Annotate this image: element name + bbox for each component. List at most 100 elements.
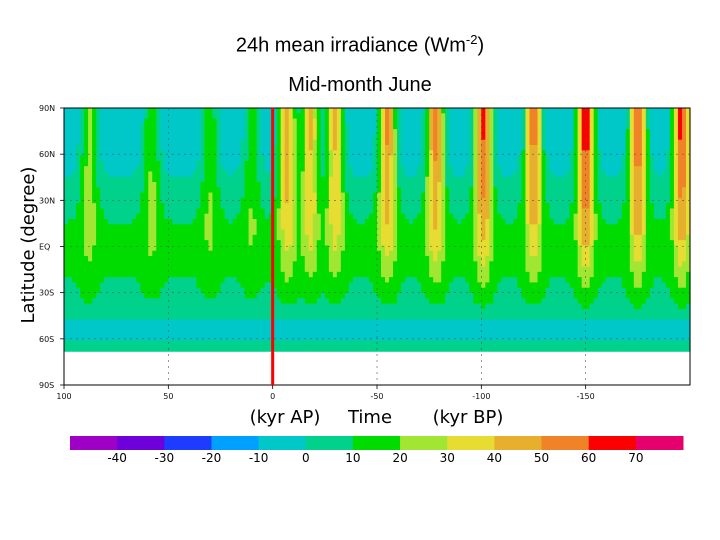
heatmap-cell: [196, 256, 202, 262]
heatmap-cell: [184, 208, 189, 215]
heatmap-cell: [417, 219, 422, 225]
heatmap-cell: [312, 345, 318, 352]
heatmap-cell: [344, 229, 350, 236]
heatmap-cell: [144, 229, 149, 236]
heatmap-cell: [296, 261, 302, 268]
heatmap-cell: [445, 150, 450, 157]
heatmap-cell: [196, 145, 202, 151]
heatmap-cell: [481, 197, 486, 204]
heatmap-cell: [172, 134, 177, 141]
heatmap-cell: [116, 277, 121, 284]
heatmap-cell: [300, 129, 306, 136]
heatmap-cell: [433, 155, 438, 162]
heatmap-cell: [248, 282, 254, 289]
heatmap-cell: [320, 314, 326, 321]
heatmap-cell: [144, 150, 149, 157]
heatmap-cell: [304, 319, 310, 326]
heatmap-cell: [248, 340, 254, 347]
heatmap-cell: [288, 287, 294, 294]
heatmap-cell: [196, 197, 202, 204]
heatmap-cell: [104, 330, 109, 336]
heatmap-cell: [348, 171, 354, 178]
heatmap-cell: [92, 139, 97, 146]
heatmap-cell: [477, 234, 482, 241]
heatmap-cell: [348, 208, 354, 215]
heatmap-cell: [100, 129, 105, 136]
heatmap-cell: [68, 266, 73, 273]
heatmap-cell: [441, 129, 446, 136]
heatmap-cell: [96, 166, 101, 173]
heatmap-cell: [348, 287, 354, 294]
heatmap-cell: [164, 261, 169, 268]
heatmap-cell: [100, 308, 105, 315]
heatmap-cell: [421, 192, 426, 199]
heatmap-cell: [441, 261, 446, 268]
heatmap-cell: [124, 261, 129, 268]
heatmap-cell: [433, 192, 438, 199]
heatmap-cell: [264, 118, 270, 125]
heatmap-cell: [128, 108, 133, 114]
heatmap-cell: [473, 266, 478, 273]
heatmap-cell: [272, 224, 278, 231]
heatmap-cell: [124, 160, 129, 167]
heatmap-cell: [260, 118, 266, 125]
heatmap-cell: [445, 139, 450, 146]
heatmap-cell: [132, 176, 137, 183]
heatmap-cell: [344, 261, 350, 268]
heatmap-cell: [368, 224, 374, 231]
heatmap-cell: [176, 287, 181, 294]
heatmap-cell: [385, 234, 390, 241]
heatmap-cell: [104, 245, 109, 252]
heatmap-cell: [328, 197, 334, 204]
heatmap-cell: [469, 345, 474, 352]
heatmap-cell: [304, 345, 310, 352]
heatmap-cell: [352, 314, 358, 321]
heatmap-cell: [252, 224, 258, 231]
heatmap-cell: [356, 256, 362, 262]
heatmap-cell: [224, 324, 230, 331]
heatmap-cell: [453, 197, 458, 204]
heatmap-cell: [284, 176, 290, 183]
heatmap-cell: [224, 335, 230, 342]
heatmap-cell: [328, 192, 334, 199]
heatmap-cell: [128, 182, 133, 188]
heatmap-cell: [356, 340, 362, 347]
heatmap-cell: [200, 108, 206, 114]
heatmap-cell: [288, 314, 294, 321]
heatmap-cell: [80, 303, 85, 310]
heatmap-cell: [196, 213, 202, 220]
heatmap-cell: [348, 308, 354, 315]
heatmap-cell: [236, 335, 242, 342]
heatmap-cell: [260, 308, 266, 315]
heatmap-cell: [272, 129, 278, 136]
heatmap-cell: [120, 314, 125, 321]
heatmap-cell: [413, 250, 418, 257]
heatmap-cell: [489, 123, 494, 130]
heatmap-cell: [288, 113, 294, 120]
heatmap-cell: [128, 171, 133, 178]
heatmap-cell: [172, 308, 177, 315]
heatmap-cell: [244, 308, 250, 315]
heatmap-cell: [493, 187, 498, 194]
heatmap-cell: [152, 213, 157, 220]
heatmap-cell: [340, 277, 346, 284]
heatmap-cell: [381, 319, 386, 326]
heatmap-cell: [64, 303, 69, 310]
heatmap-cell: [360, 171, 366, 178]
heatmap-cell: [236, 229, 242, 236]
heatmap-cell: [328, 319, 334, 326]
heatmap-cell: [248, 308, 254, 315]
heatmap-cell: [397, 277, 402, 284]
heatmap-cell: [489, 261, 494, 268]
heatmap-cell: [465, 155, 470, 162]
heatmap-cell: [236, 308, 242, 315]
heatmap-cell: [421, 234, 426, 241]
heatmap-cell: [204, 303, 210, 310]
heatmap-cell: [461, 293, 466, 299]
heatmap-cell: [160, 245, 165, 252]
heatmap-cell: [352, 123, 358, 130]
heatmap-cell: [92, 203, 97, 210]
heatmap-cell: [304, 171, 310, 178]
heatmap-cell: [397, 293, 402, 299]
heatmap-cell: [84, 277, 89, 284]
